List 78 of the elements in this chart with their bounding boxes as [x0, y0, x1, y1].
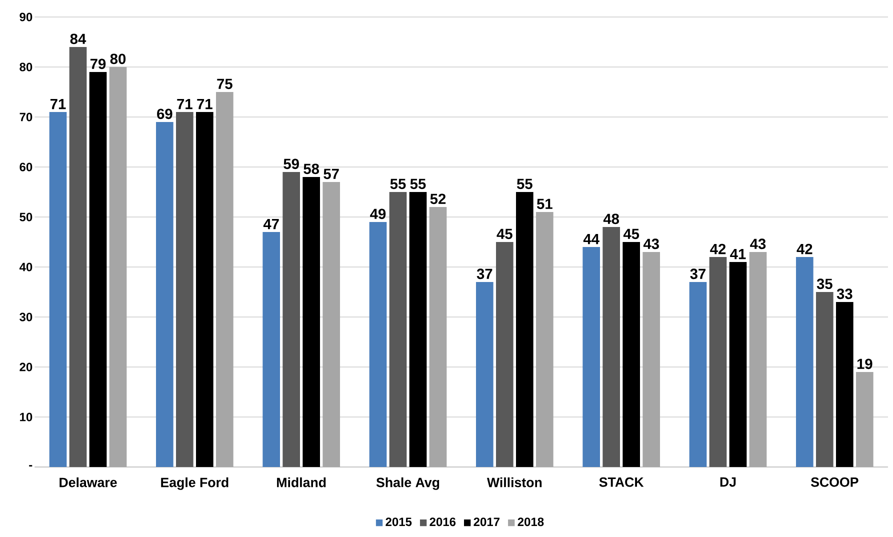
bar — [689, 282, 707, 467]
x-tick-label: STACK — [599, 477, 644, 487]
bar — [496, 242, 514, 467]
bar — [729, 262, 747, 467]
bar — [816, 292, 834, 467]
y-tick-label: 30 — [20, 312, 32, 322]
x-tick-label: Delaware — [60, 477, 117, 488]
data-label: 43 — [643, 238, 659, 250]
data-label: 79 — [90, 58, 106, 70]
data-label: 42 — [710, 244, 726, 254]
bar — [516, 192, 534, 467]
bar — [282, 172, 300, 467]
x-tick-label: Eagle Ford — [161, 477, 228, 490]
bar — [409, 192, 427, 467]
x-tick-label: DJ — [720, 477, 736, 487]
bar — [796, 257, 814, 467]
y-tick-label: 60 — [20, 162, 32, 172]
x-tick-label: SCOOP — [810, 477, 858, 487]
data-label: 57 — [324, 168, 339, 180]
y-tick-label: 40 — [19, 262, 32, 272]
bar — [69, 47, 87, 467]
data-label: 19 — [857, 358, 872, 370]
data-label: 45 — [623, 228, 640, 240]
legend-label: 2016 — [430, 518, 456, 526]
data-label: 43 — [750, 238, 766, 250]
data-label: 41 — [730, 248, 746, 260]
data-label: 37 — [690, 268, 706, 280]
legend-label: 2018 — [518, 518, 544, 526]
bar — [602, 227, 620, 467]
data-label: 55 — [390, 178, 406, 190]
bar — [196, 112, 214, 467]
bar — [49, 112, 67, 467]
data-label: 55 — [516, 178, 532, 190]
y-tick-label: 80 — [20, 62, 32, 72]
legend-label: 2015 — [386, 518, 412, 526]
x-tick-label: Midland — [277, 477, 326, 488]
data-label: 37 — [476, 268, 492, 280]
bar — [836, 302, 854, 467]
data-label: 42 — [796, 244, 812, 254]
data-label: 44 — [583, 234, 600, 244]
data-label: 47 — [263, 218, 279, 230]
bar — [176, 112, 194, 467]
bar — [622, 242, 640, 467]
bar — [262, 232, 280, 467]
y-tick-label: 10 — [20, 412, 32, 422]
data-label: 49 — [370, 208, 386, 220]
data-label: 55 — [410, 178, 426, 190]
data-label: 52 — [430, 194, 446, 204]
data-label: 45 — [496, 228, 512, 240]
y-tick-label: 20 — [20, 362, 32, 372]
data-label: 75 — [217, 78, 232, 90]
data-label: 51 — [536, 198, 552, 210]
data-label: 33 — [836, 288, 852, 300]
bar — [709, 257, 727, 467]
x-tick-label: Shale Avg — [376, 477, 440, 490]
bar — [389, 192, 407, 467]
x-tick-label: Williston — [486, 477, 542, 488]
data-label: 84 — [70, 34, 86, 44]
data-label: 35 — [816, 278, 832, 290]
data-label: 48 — [603, 214, 620, 224]
data-label: 71 — [50, 98, 66, 110]
y-tick-label: - — [29, 465, 32, 467]
data-label: 69 — [157, 108, 172, 120]
data-label: 71 — [197, 98, 212, 110]
bar — [89, 72, 107, 467]
data-label: 58 — [304, 164, 320, 174]
y-tick-label: 50 — [20, 212, 32, 222]
bar — [302, 177, 320, 467]
y-tick-label: 90 — [20, 12, 32, 22]
y-tick-label: 70 — [20, 112, 32, 122]
data-label: 59 — [284, 158, 299, 170]
bar — [582, 247, 600, 467]
bar — [369, 222, 387, 467]
bar — [476, 282, 494, 467]
bar — [156, 122, 174, 467]
legend-label: 2017 — [474, 518, 500, 526]
data-label: 71 — [177, 98, 192, 110]
data-label: 80 — [110, 54, 126, 64]
